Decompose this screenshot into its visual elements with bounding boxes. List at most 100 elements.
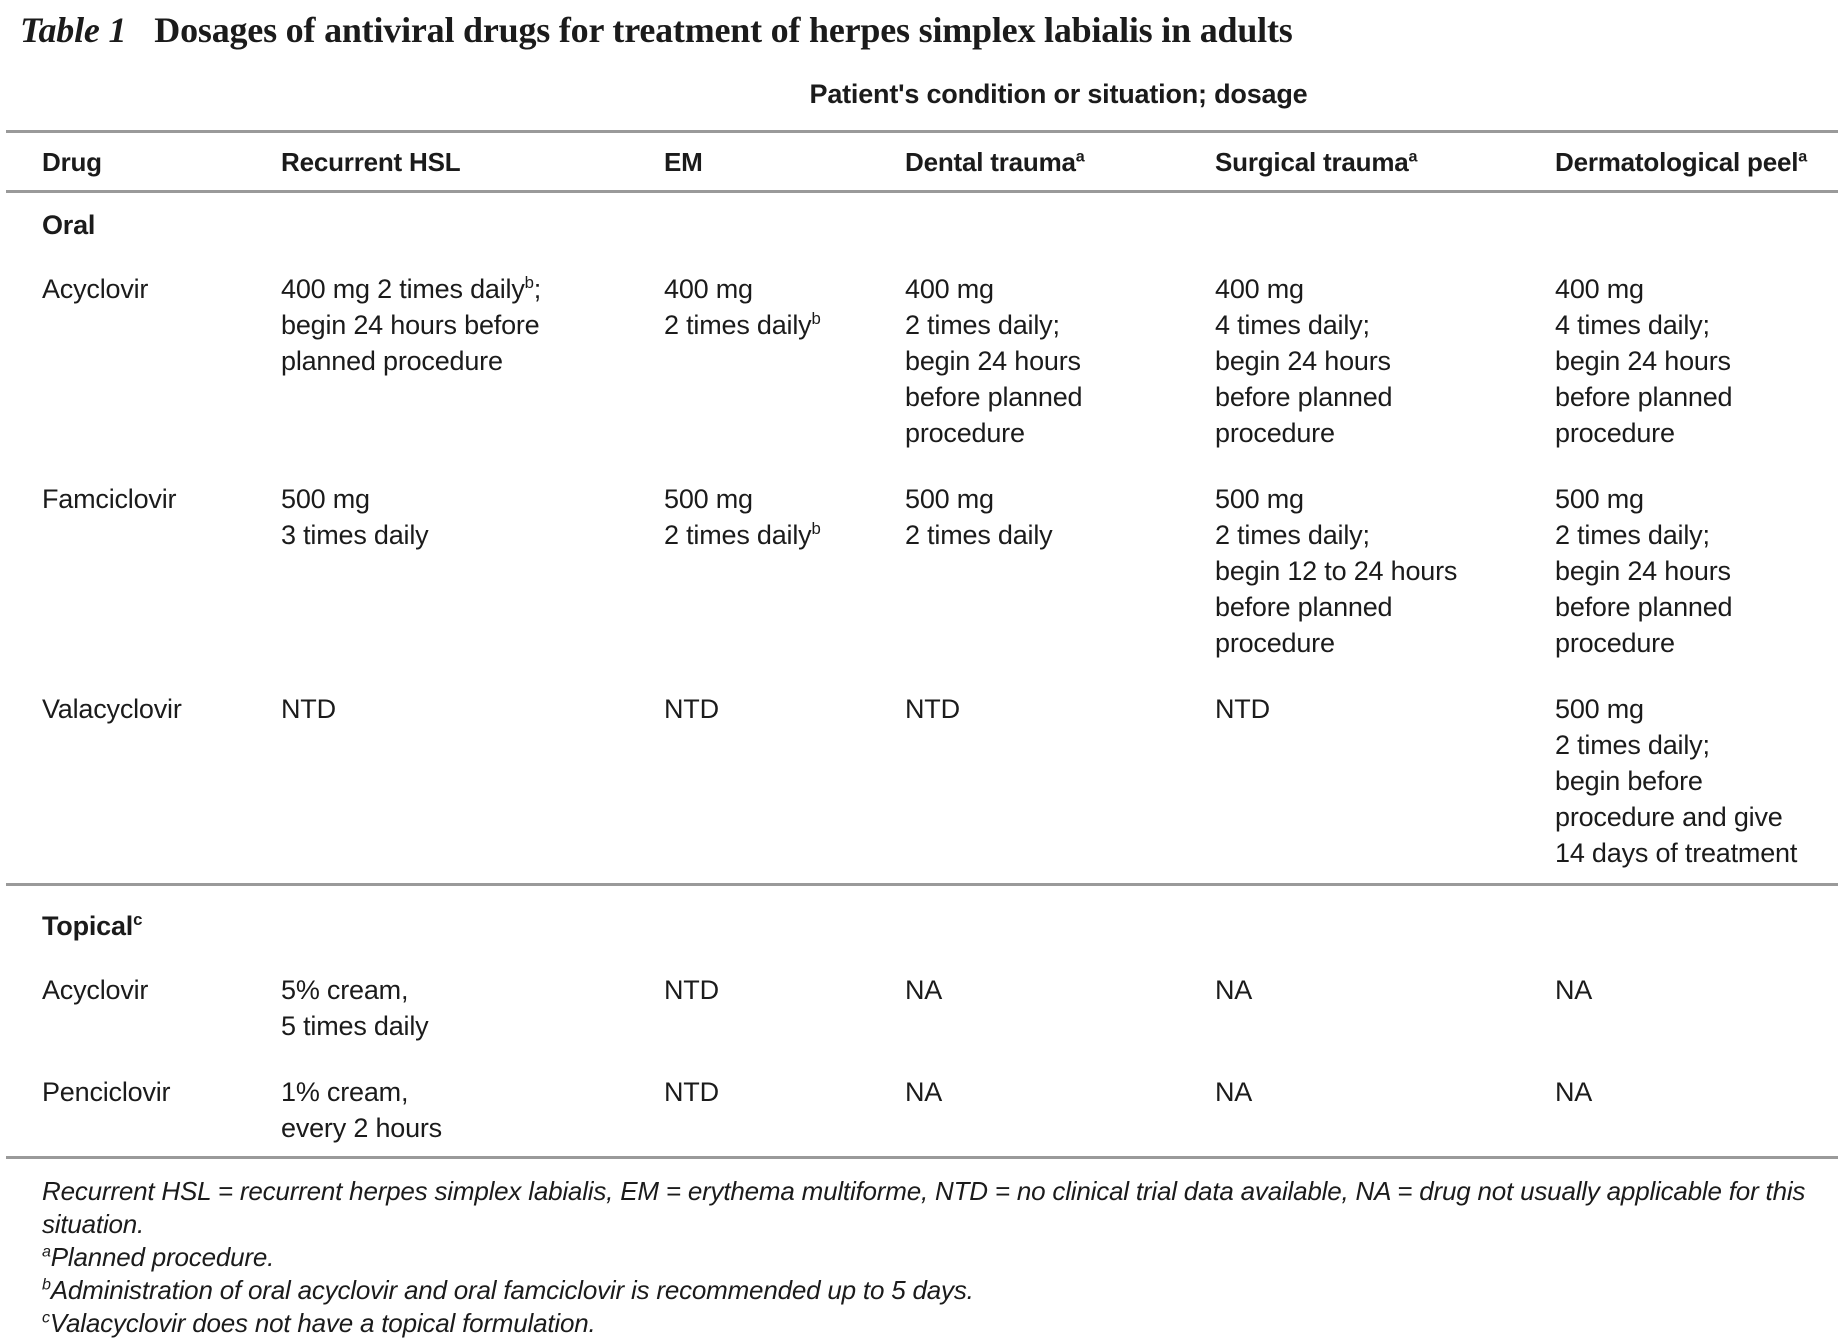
dosage-cell: NA: [1215, 1074, 1555, 1110]
column-group-header: Patient's condition or situation; dosage: [809, 79, 1308, 109]
dosage-cell: NA: [905, 1074, 1215, 1110]
dosage-cell: NTD: [905, 691, 1215, 727]
cell-line: NTD: [1215, 694, 1270, 724]
drug-name: Penciclovir: [42, 1077, 171, 1107]
cell-line: procedure: [1215, 418, 1335, 448]
cell-line: begin before: [1555, 766, 1703, 796]
cell-line: begin 24 hours before: [281, 310, 540, 340]
section-divider-rule: [6, 883, 1838, 886]
table-row: Valacyclovir NTD NTD NTD NTD 500 mg 2 times da…: [0, 691, 1844, 871]
cell-line: begin 24 hours: [1215, 346, 1391, 376]
cell-line: 5% cream,: [281, 975, 409, 1005]
cell-line: planned procedure: [281, 346, 503, 376]
dosage-cell: NTD: [281, 691, 664, 727]
cell-line: 400 mg: [905, 274, 994, 304]
column-header-dental-trauma: Dental traumaa: [905, 147, 1085, 177]
drug-name: Valacyclovir: [42, 694, 182, 724]
footnotes: Recurrent HSL = recurrent herpes simplex…: [42, 1175, 1824, 1340]
dosage-cell: 500 mg 2 times daily; begin before procedur…: [1555, 691, 1836, 871]
cell-line: 400 mg: [1215, 274, 1304, 304]
dosage-cell: 500 mg 2 times daily; begin 12 to 24 hours…: [1215, 481, 1555, 661]
dosage-cell: 400 mg 2 times dailyb: [664, 271, 905, 343]
cell-line: before planned: [1215, 592, 1393, 622]
cell-line: NA: [1215, 975, 1253, 1005]
cell-line: 2 times daily;: [905, 310, 1060, 340]
dosage-cell: 500 mg 2 times dailyb: [664, 481, 905, 553]
column-header-em: EM: [664, 147, 703, 177]
cell-line: 2 times dailyb: [664, 519, 821, 550]
dosage-cell: 500 mg 2 times daily; begin 24 hours before…: [1555, 481, 1836, 661]
footnote-c: cValacyclovir does not have a topical fo…: [42, 1308, 596, 1338]
section-header: Topicalc: [42, 910, 143, 941]
drug-name: Famciclovir: [42, 484, 177, 514]
dosage-cell: 400 mg 2 times dailyb; begin 24 hours bef…: [281, 271, 664, 379]
cell-line: 4 times daily;: [1215, 310, 1370, 340]
column-header-recurrent-hsl: Recurrent HSL: [281, 147, 461, 177]
drug-name: Acyclovir: [42, 274, 149, 304]
cell-line: 500 mg: [664, 484, 753, 514]
dosage-cell: NA: [905, 972, 1215, 1008]
cell-line: 500 mg: [905, 484, 994, 514]
section-header: Oral: [42, 210, 96, 240]
cell-line: 400 mg: [1555, 274, 1644, 304]
table-caption: Dosages of antiviral drugs for treatment…: [154, 10, 1293, 50]
dosage-cell: 400 mg 4 times daily; begin 24 hours before…: [1555, 271, 1836, 451]
cell-line: 2 times dailyb: [664, 309, 821, 340]
top-rule: [6, 130, 1838, 133]
bottom-rule: [6, 1156, 1838, 1159]
cell-line: NA: [905, 1077, 943, 1107]
dosage-cell: 400 mg 2 times daily; begin 24 hours before…: [905, 271, 1215, 451]
cell-line: 5 times daily: [281, 1011, 429, 1041]
drug-name: Acyclovir: [42, 975, 149, 1005]
cell-line: begin 24 hours: [1555, 556, 1731, 586]
cell-line: 14 days of treatment: [1555, 838, 1798, 868]
cell-line: before planned: [905, 382, 1083, 412]
cell-line: 500 mg: [1555, 484, 1644, 514]
dosage-cell: NTD: [664, 691, 905, 727]
table-header-row: Drug Recurrent HSL EM Dental traumaa Sur…: [0, 133, 1844, 190]
table-row: Acyclovir 400 mg 2 times dailyb; begin 24 …: [0, 271, 1844, 451]
dosage-cell: 500 mg 3 times daily: [281, 481, 664, 553]
cell-line: begin 24 hours: [1555, 346, 1731, 376]
table-title: Table 1 Dosages of antiviral drugs for tr…: [0, 0, 1844, 52]
dosage-cell: 400 mg 4 times daily; begin 24 hours before…: [1215, 271, 1555, 451]
cell-line: begin 12 to 24 hours: [1215, 556, 1458, 586]
dosage-cell: 500 mg 2 times daily: [905, 481, 1215, 553]
cell-line: procedure: [1555, 418, 1675, 448]
cell-line: 500 mg: [1555, 694, 1644, 724]
cell-line: NTD: [281, 694, 336, 724]
cell-line: every 2 hours: [281, 1113, 442, 1143]
cell-line: 2 times daily;: [1555, 730, 1710, 760]
cell-line: NA: [905, 975, 943, 1005]
table-body: Oral Acyclovir 400 mg 2 times dailyb; begin…: [0, 209, 1844, 1146]
cell-line: procedure: [905, 418, 1025, 448]
dosage-cell: NTD: [664, 1074, 905, 1110]
dosage-cell: 1% cream, every 2 hours: [281, 1074, 664, 1146]
cell-line: 3 times daily: [281, 520, 429, 550]
cell-line: 500 mg: [1215, 484, 1304, 514]
cell-line: NTD: [905, 694, 960, 724]
cell-line: before planned: [1215, 382, 1393, 412]
dosage-cell: NA: [1555, 972, 1836, 1008]
footnote-b: bAdministration of oral acyclovir and or…: [42, 1275, 974, 1305]
dosage-cell: NTD: [664, 972, 905, 1008]
cell-line: procedure: [1555, 628, 1675, 658]
table-row: Acyclovir 5% cream, 5 times daily NTD NA NA NA: [0, 972, 1844, 1044]
cell-line: NA: [1215, 1077, 1253, 1107]
cell-line: begin 24 hours: [905, 346, 1081, 376]
cell-line: 500 mg: [281, 484, 370, 514]
dosage-cell: NA: [1215, 972, 1555, 1008]
dosage-cell: 5% cream, 5 times daily: [281, 972, 664, 1044]
cell-line: NTD: [664, 975, 719, 1005]
cell-line: 400 mg 2 times dailyb;: [281, 273, 542, 304]
cell-line: 2 times daily;: [1215, 520, 1370, 550]
dosage-cell: NTD: [1215, 691, 1555, 727]
cell-line: before planned: [1555, 382, 1733, 412]
footnote-abbreviations: Recurrent HSL = recurrent herpes simplex…: [42, 1176, 1806, 1239]
cell-line: 400 mg: [664, 274, 753, 304]
column-header-drug: Drug: [42, 147, 102, 177]
footnote-a: aPlanned procedure.: [42, 1242, 275, 1272]
header-rule: [6, 190, 1838, 193]
cell-line: NA: [1555, 1077, 1593, 1107]
